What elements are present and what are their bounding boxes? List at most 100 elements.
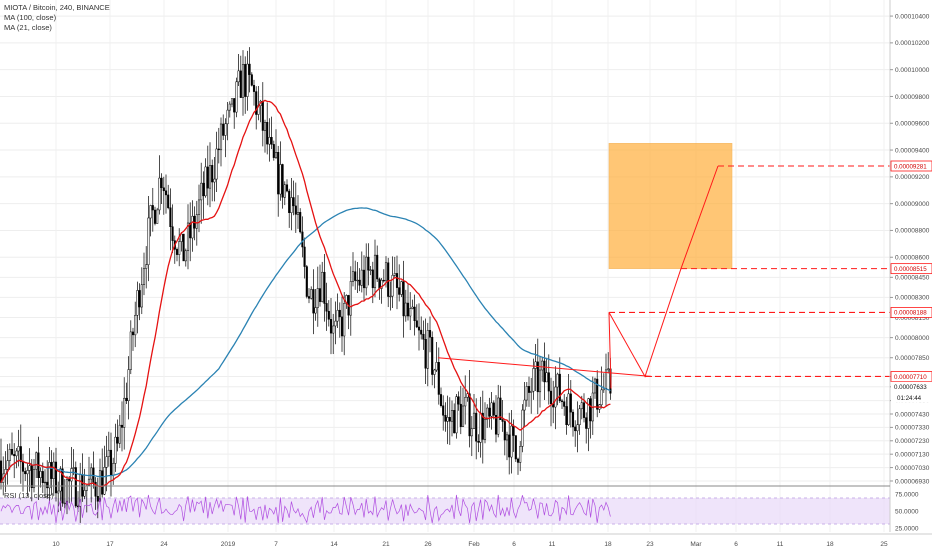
candle-body xyxy=(380,279,383,289)
price-axis-label: 0.00010200 xyxy=(895,40,930,47)
candle-body xyxy=(131,331,135,336)
candle-body xyxy=(310,289,313,299)
candle-body xyxy=(224,123,227,136)
candle-body xyxy=(26,470,29,475)
candle-body xyxy=(321,271,324,302)
candle-body xyxy=(475,412,478,442)
candle-body xyxy=(593,378,597,394)
candle-body xyxy=(494,415,498,435)
candle-body xyxy=(81,474,84,497)
candle-body xyxy=(582,402,586,418)
candle-body xyxy=(479,412,482,443)
rsi-axis-label: 25.0000 xyxy=(895,525,919,532)
candle-body xyxy=(288,190,291,213)
time-axis-label: 10 xyxy=(52,541,60,548)
candle-body xyxy=(470,428,473,437)
candle-body xyxy=(151,205,154,211)
candle-body xyxy=(206,166,209,189)
price-axis-label: 0.00007030 xyxy=(895,465,930,472)
candle-body xyxy=(241,64,245,98)
candle-body xyxy=(525,386,528,401)
candle-body xyxy=(574,426,577,432)
candle-body xyxy=(94,481,97,497)
candle-body xyxy=(435,362,438,371)
candle-body xyxy=(178,241,181,255)
rsi-axis-label: 50.0000 xyxy=(895,508,919,515)
candle-body xyxy=(534,361,537,369)
candle-body xyxy=(351,271,355,282)
candle-body xyxy=(222,123,225,136)
candle-body xyxy=(21,461,25,472)
candle-body xyxy=(219,123,223,151)
price-axis-label: 0.00008300 xyxy=(895,295,930,302)
price-tag-box xyxy=(890,263,932,275)
candle-body xyxy=(340,316,344,337)
candle-body xyxy=(123,397,126,428)
candle-body xyxy=(101,470,104,495)
candle-body xyxy=(490,402,493,417)
candle-body xyxy=(68,479,71,482)
candle-body xyxy=(87,478,91,486)
candle-body xyxy=(589,398,592,422)
candle-body xyxy=(156,209,159,224)
candle-body xyxy=(519,446,522,463)
candle-body xyxy=(585,417,588,429)
candle-body xyxy=(296,212,300,215)
price-tag-label: 0.00009281 xyxy=(894,163,927,170)
candle-body xyxy=(175,249,179,255)
current-price-label: 0.00007633 xyxy=(894,384,927,391)
time-axis-label: 23 xyxy=(646,541,654,548)
candle-body xyxy=(538,369,542,393)
time-axis-label: Mar xyxy=(690,541,702,548)
price-axis-label: 0.00009800 xyxy=(895,94,930,101)
candle-body xyxy=(109,449,113,476)
candle-body xyxy=(303,246,306,267)
candle-body xyxy=(327,310,330,320)
candle-body xyxy=(233,98,236,113)
price-axis-label: 0.00007430 xyxy=(895,411,930,418)
candle-body xyxy=(431,337,434,375)
candle-body xyxy=(472,412,476,429)
resistance-trendline xyxy=(437,357,653,377)
candle-body xyxy=(424,339,427,369)
candle-body xyxy=(24,471,27,475)
candle-body xyxy=(367,256,370,271)
price-axis-label: 0.00008150 xyxy=(895,315,930,322)
candle-body xyxy=(323,271,326,304)
candle-body xyxy=(290,197,293,213)
candle-body xyxy=(266,122,269,145)
candle-body xyxy=(541,360,544,371)
candle-body xyxy=(274,152,278,158)
candle-body xyxy=(510,425,513,458)
candle-body xyxy=(129,331,132,370)
time-axis-label: 24 xyxy=(160,541,168,548)
candle-body xyxy=(263,122,267,131)
candle-body xyxy=(587,398,590,429)
time-axis-label: 6 xyxy=(512,541,516,548)
price-axis-label: 0.00008600 xyxy=(895,255,930,262)
candle-body xyxy=(428,330,432,338)
candle-body xyxy=(228,103,231,111)
candle-body xyxy=(373,254,377,289)
candle-body xyxy=(560,400,564,402)
candle-body xyxy=(195,214,198,229)
candle-body xyxy=(74,467,77,507)
candle-body xyxy=(103,467,106,495)
candle-body xyxy=(580,402,583,410)
candle-body xyxy=(59,468,62,492)
candle-body xyxy=(213,178,216,183)
candle-body xyxy=(571,411,575,428)
candle-body xyxy=(186,222,190,252)
price-tag-box xyxy=(890,160,932,172)
candle-body xyxy=(204,166,207,197)
candle-body xyxy=(556,373,559,388)
candle-body xyxy=(600,389,603,406)
candle-body xyxy=(486,407,489,420)
candle-body xyxy=(376,254,379,280)
candle-body xyxy=(149,205,152,219)
candle-body xyxy=(30,465,33,489)
candle-body xyxy=(39,471,42,478)
candle-body xyxy=(114,436,117,464)
candle-body xyxy=(140,284,143,308)
